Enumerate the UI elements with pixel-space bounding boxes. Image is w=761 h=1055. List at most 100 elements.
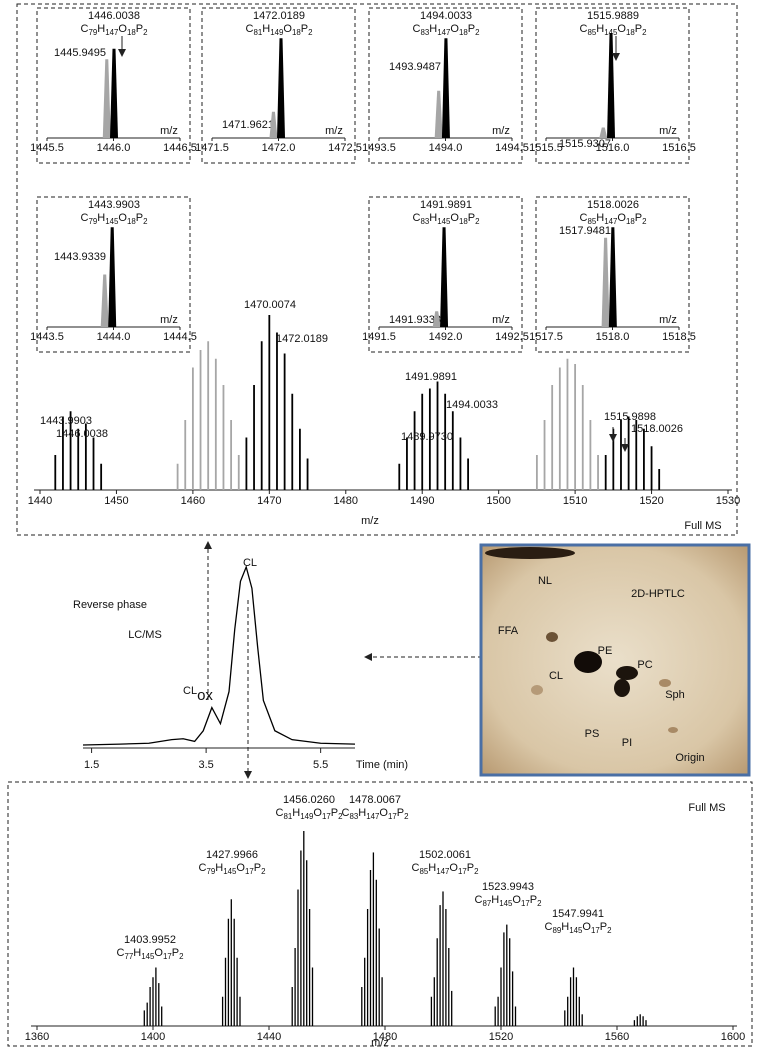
x-axis-label: Time (min) — [356, 759, 408, 771]
inset-title: 1472.0189 — [253, 10, 305, 22]
peak — [283, 353, 286, 490]
peak — [161, 1006, 163, 1026]
peak — [230, 420, 233, 490]
x-tick-label: 1500 — [486, 495, 510, 507]
inset-peak — [440, 227, 449, 327]
inset-tick-label: 1472.5 — [328, 142, 362, 154]
inset-formula: C85H147O18P2 — [579, 212, 646, 226]
peak — [214, 358, 217, 490]
inset-tick-label: 1492.0 — [429, 331, 463, 343]
peak — [146, 1002, 148, 1026]
peak — [494, 1006, 496, 1026]
peak — [152, 977, 154, 1026]
peak — [575, 977, 578, 1026]
peak — [184, 420, 187, 490]
inset-title: 1446.0038 — [88, 10, 140, 22]
inset-formula: C79H147O18P2 — [80, 23, 147, 37]
panel-label: Full MS — [688, 802, 725, 814]
peak-label: CLox — [183, 685, 213, 704]
inset-peak — [108, 227, 117, 327]
peak — [176, 463, 179, 490]
peak — [642, 1016, 644, 1026]
inset-peak — [599, 127, 608, 138]
spot-label: PC — [637, 659, 652, 671]
peak — [572, 967, 575, 1026]
peak — [514, 1006, 517, 1026]
peak — [155, 967, 157, 1026]
peak — [308, 909, 311, 1026]
peak-formula: C79H145O17P2 — [198, 862, 265, 876]
peak — [643, 428, 645, 490]
inset-peak — [432, 311, 441, 327]
inset-formula: C83H147O18P2 — [412, 23, 479, 37]
inset-formula: C79H145O18P2 — [80, 212, 147, 226]
peak-label: 1427.9966 — [206, 849, 258, 861]
peak-label: 1515.9898 — [604, 411, 656, 423]
inset-tick-label: 1515.5 — [529, 142, 563, 154]
peak — [378, 928, 380, 1026]
inset-formula: C85H145O18P2 — [579, 23, 646, 37]
x-tick-label: 3.5 — [198, 759, 213, 771]
peak — [54, 455, 57, 490]
x-tick-label: 1450 — [104, 495, 128, 507]
inset-peak — [434, 90, 443, 138]
peak — [620, 420, 622, 490]
peak — [276, 332, 278, 490]
x-tick-label: 1520 — [489, 1031, 513, 1043]
peak — [566, 358, 569, 490]
peak — [62, 416, 64, 490]
peak — [311, 967, 314, 1026]
peak-label: 1502.0061 — [419, 849, 471, 861]
x-tick-label: 1510 — [563, 495, 587, 507]
peak — [306, 458, 309, 490]
x-tick-label: 1.5 — [84, 759, 99, 771]
peak — [442, 891, 444, 1026]
peak — [291, 987, 293, 1026]
x-tick-label: 1520 — [639, 495, 663, 507]
inset-title: 1494.0033 — [420, 10, 472, 22]
peak — [497, 996, 499, 1026]
peak — [199, 350, 202, 490]
x-tick-label: 1440 — [257, 1031, 281, 1043]
lc-title: Reverse phase — [73, 599, 147, 611]
peak — [451, 990, 453, 1026]
peak — [222, 385, 225, 490]
inset-peak — [608, 227, 617, 327]
peak-label: 1478.0067 — [349, 794, 401, 806]
peak — [191, 367, 194, 490]
peak-label: 1403.9952 — [124, 934, 176, 946]
x-tick-label: 1480 — [334, 495, 358, 507]
inset-side-label: 1445.9495 — [54, 47, 106, 59]
inset-side-label: 1517.9481 — [559, 225, 611, 237]
inset-peak — [102, 59, 111, 138]
inset-peak — [269, 111, 278, 138]
peak — [430, 996, 433, 1026]
peak — [361, 987, 363, 1026]
x-tick-label: 5.5 — [313, 759, 328, 771]
inset-tick-label: 1444.0 — [97, 331, 131, 343]
inset-tick-label: 1518.5 — [662, 331, 696, 343]
peak-label: 1518.0026 — [631, 423, 683, 435]
peak-label: 1472.0189 — [276, 333, 328, 345]
inset-side-label: 1471.9621 — [222, 119, 274, 131]
peak — [421, 393, 424, 490]
x-tick-label: 1560 — [605, 1031, 629, 1043]
inset-tick-label: 1491.5 — [362, 331, 396, 343]
peak — [569, 977, 572, 1026]
peak — [291, 393, 294, 490]
inset-side-label: 1491.9338 — [389, 314, 441, 326]
peak — [260, 341, 263, 490]
peak — [268, 315, 271, 490]
peak — [236, 957, 238, 1026]
x-axis-label: m/z — [361, 515, 379, 527]
inset-tick-label: 1516.0 — [596, 142, 630, 154]
peak — [658, 469, 661, 490]
inset-tick-label: 1443.5 — [30, 331, 64, 343]
inset-title: 1443.9903 — [88, 199, 140, 211]
peak — [149, 987, 151, 1026]
peak — [375, 879, 377, 1026]
x-tick-label: 1460 — [181, 495, 205, 507]
inset-tick-label: 1446.0 — [97, 142, 131, 154]
peak-label: 1470.0074 — [244, 299, 296, 311]
